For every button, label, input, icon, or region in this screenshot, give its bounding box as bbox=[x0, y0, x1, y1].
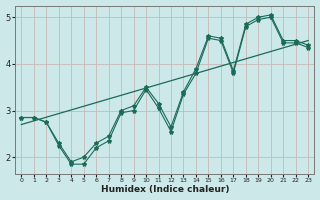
X-axis label: Humidex (Indice chaleur): Humidex (Indice chaleur) bbox=[100, 185, 229, 194]
